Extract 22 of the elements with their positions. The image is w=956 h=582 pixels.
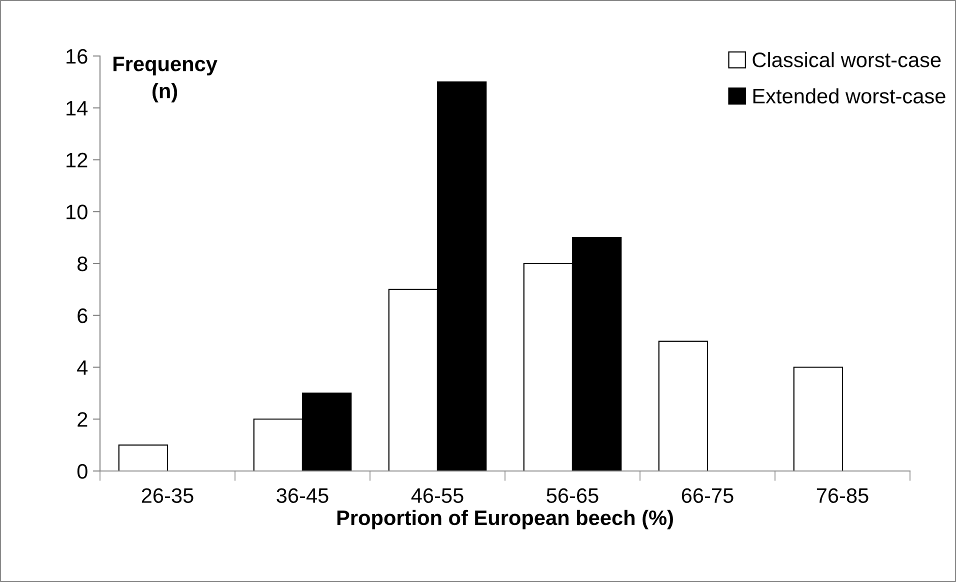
bar [118,444,168,471]
x-tick-label: 76-85 [816,488,868,503]
x-axis-title: Proportion of European beech (%) [337,510,673,530]
legend-label: Extended worst-case [753,88,946,104]
y-tick-label: 2 [78,412,88,427]
y-tick-label: 12 [66,152,88,168]
y-tick-label: 0 [77,464,88,479]
y-tick-label: 16 [66,49,88,64]
y-tick-label: 10 [66,204,88,220]
legend-label: Classical worst-case [752,52,941,68]
x-tick-label: 26-35 [142,488,194,503]
y-tick-label: 6 [78,308,88,324]
y-tick-label: 14 [66,101,88,116]
x-tick-label: 56-65 [546,488,598,503]
x-tick-label: 66-75 [682,488,734,503]
y-tick-label: 4 [77,360,88,375]
bar [793,366,844,471]
x-tick-label: 46-55 [411,488,464,503]
y-axis-title: Frequency (n) [114,56,218,102]
x-tick-label: 36-45 [276,488,328,503]
bar [658,340,708,471]
y-tick-label: 8 [78,256,88,272]
